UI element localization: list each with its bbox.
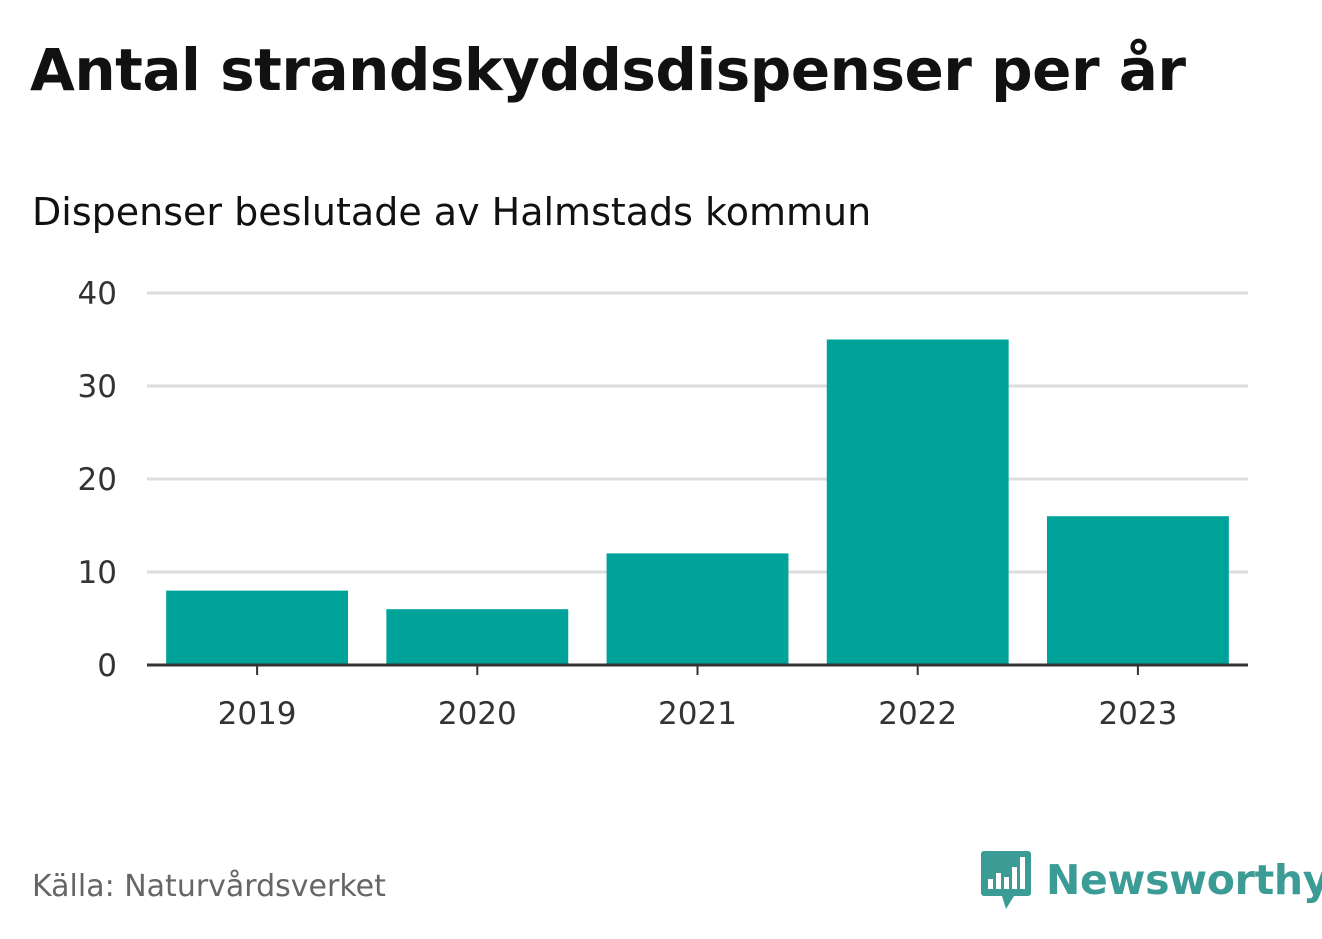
- x-tick-label: 2021: [658, 696, 737, 732]
- bars: [166, 339, 1229, 665]
- x-tick-label: 2022: [878, 696, 957, 732]
- x-tick-label: 2020: [438, 696, 517, 732]
- source-note: Källa: Naturvårdsverket: [32, 869, 386, 904]
- y-tick-label: 40: [78, 276, 117, 312]
- x-tick-label: 2019: [218, 696, 297, 732]
- x-tick-label: 2023: [1098, 696, 1177, 732]
- brand-logo: Newsworthy: [980, 848, 1322, 912]
- bar-2022: [826, 339, 1009, 665]
- x-axis-ticks: 2019 2020 2021 2022 2023: [218, 665, 1177, 732]
- chart-subtitle: Dispenser beslutade av Halmstads kommun: [32, 190, 872, 234]
- bar-2023: [1046, 516, 1229, 665]
- y-axis-ticks: 0 10 20 30 40: [78, 276, 117, 684]
- y-tick-label: 0: [97, 648, 117, 684]
- y-tick-label: 10: [78, 555, 117, 591]
- bar-2019: [166, 590, 349, 665]
- speech-bubble-bar-chart-icon: [981, 851, 1031, 909]
- bar-2020: [386, 609, 569, 665]
- brand-name: Newsworthy: [1046, 856, 1322, 904]
- y-tick-label: 30: [78, 369, 117, 405]
- y-tick-label: 20: [78, 462, 117, 498]
- chart-title: Antal strandskyddsdispenser per år: [30, 36, 1186, 104]
- bar-2021: [606, 553, 789, 665]
